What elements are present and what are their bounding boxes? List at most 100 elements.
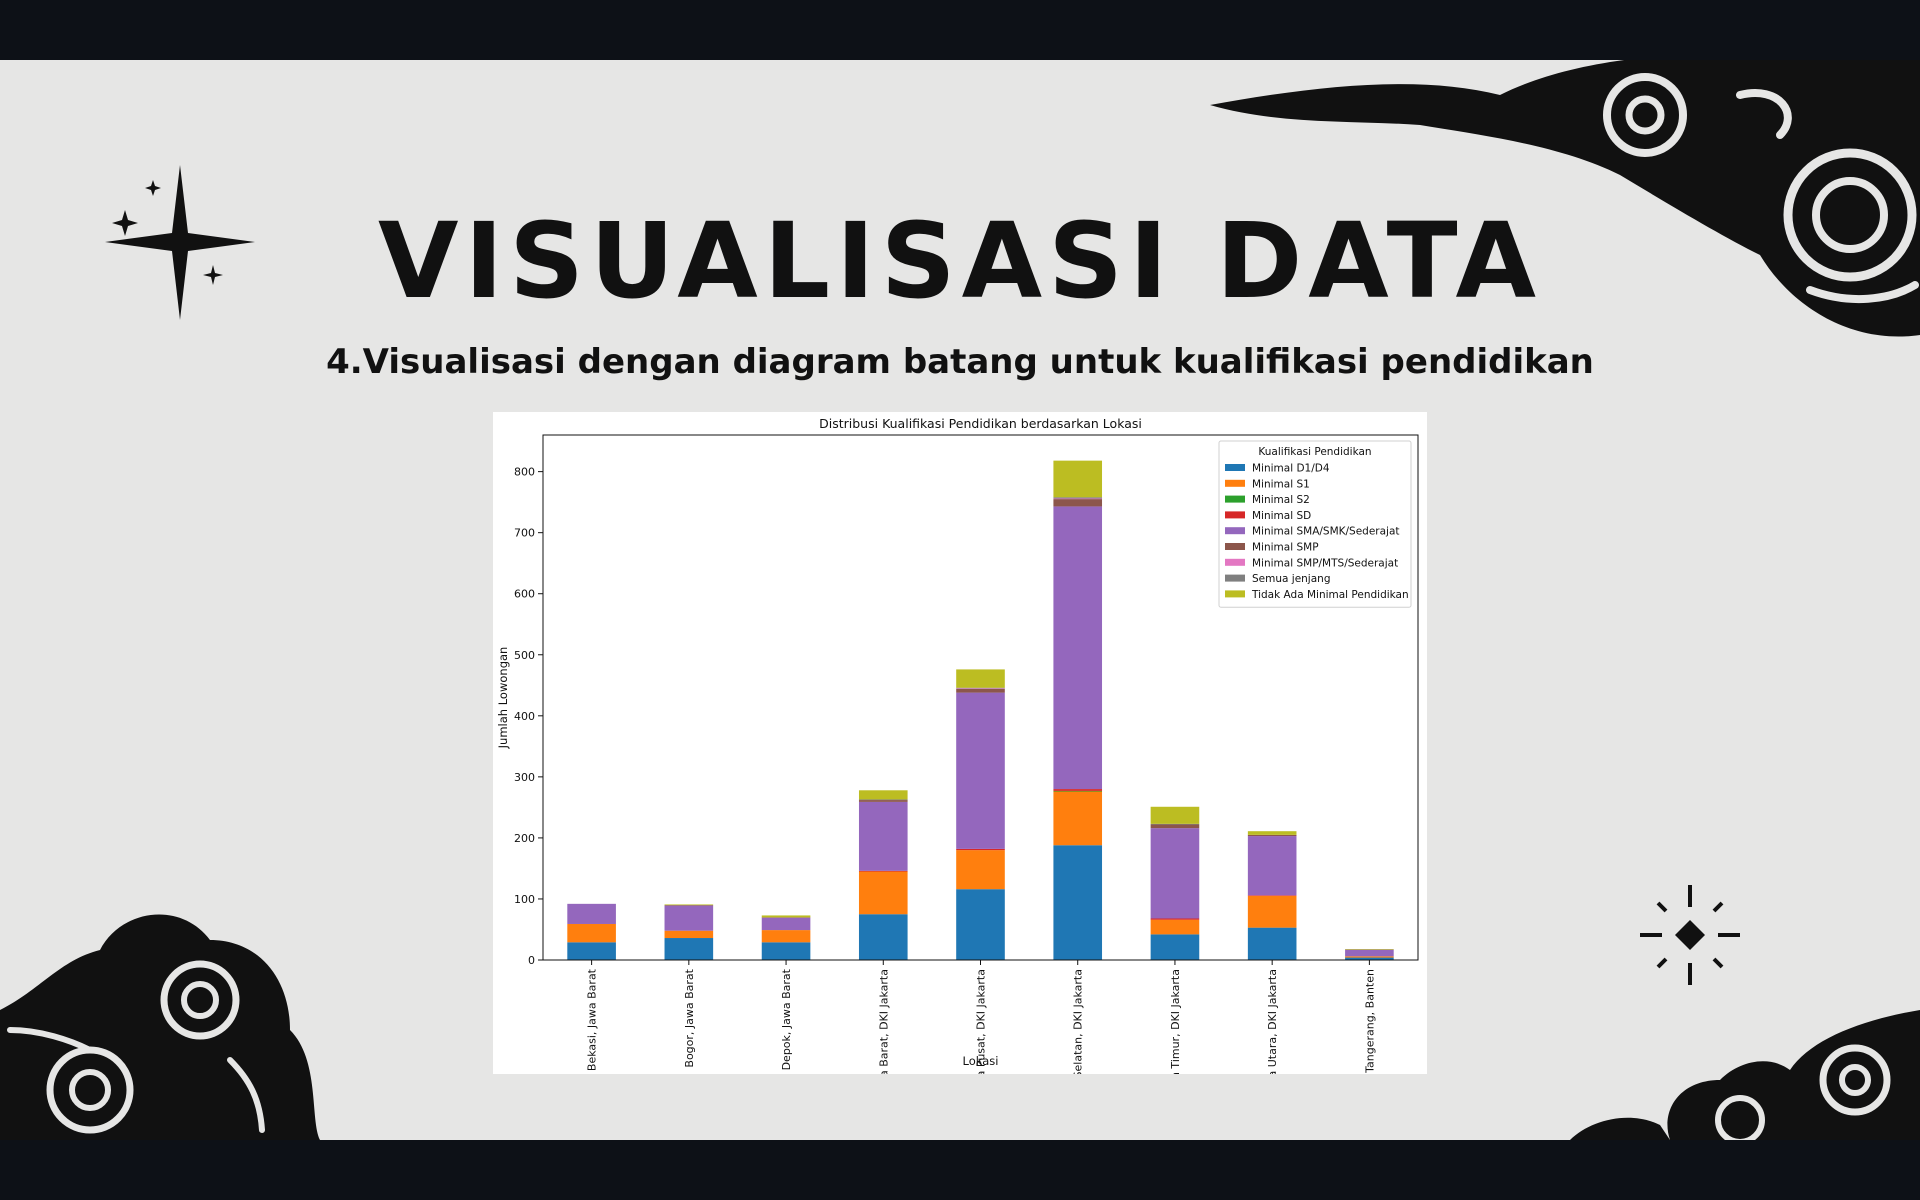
bar-segment: [1150, 919, 1200, 935]
y-tick-label: 300: [514, 771, 535, 784]
bar-segment: [1247, 834, 1297, 837]
bar-segment: [858, 914, 908, 960]
legend-item: Minimal D1/D4: [1252, 463, 1330, 475]
y-tick-label: 800: [514, 466, 535, 479]
legend-item: Minimal S2: [1252, 494, 1310, 506]
slide: VISUALISASI DATA 4.Visualisasi dengan di…: [0, 60, 1920, 1140]
legend-swatch: [1225, 464, 1245, 471]
bar-segment: [1053, 845, 1103, 960]
bar-segment: [1345, 957, 1394, 960]
bar-segment: [1053, 506, 1103, 790]
legend-item: Minimal SD: [1252, 510, 1311, 522]
bar-segment: [956, 669, 1005, 688]
sparkle-burst-icon: [1640, 885, 1740, 985]
cloud-bottom-right-decoration: [1570, 1010, 1920, 1140]
bar-segment: [1053, 789, 1103, 791]
bar-segment: [1247, 895, 1297, 928]
x-tick-label: Jakarta Timur, DKI Jakarta: [1169, 969, 1182, 1074]
legend-swatch: [1225, 543, 1245, 550]
bar-segment: [1150, 823, 1200, 825]
bar-segment: [858, 800, 908, 802]
bar-segment: [1150, 828, 1200, 919]
y-axis-label: Jumlah Lowongan: [496, 647, 510, 750]
legend-item: Minimal S1: [1252, 478, 1310, 490]
sparkle-icon: [105, 165, 255, 320]
legend-item: Tidak Ada Minimal Pendidikan: [1251, 589, 1409, 601]
bar-segment: [858, 799, 908, 801]
bar-segment: [858, 801, 908, 871]
bar-segment: [1053, 791, 1103, 846]
bar-segment: [664, 938, 714, 960]
bar-segment: [664, 905, 714, 906]
stacked-bar-chart: Distribusi Kualifikasi Pendidikan berdas…: [496, 416, 1419, 1121]
bar-segment: [664, 904, 714, 906]
bar-segment: [1345, 949, 1394, 950]
legend-swatch: [1225, 527, 1245, 535]
y-tick-label: 200: [514, 832, 535, 845]
bar-segment: [1053, 498, 1103, 500]
x-tick-label: Jakarta Utara, DKI Jakarta: [1266, 969, 1279, 1074]
legend-title: Kualifikasi Pendidikan: [1258, 446, 1371, 458]
bar-segment: [1247, 836, 1297, 896]
legend-item: Minimal SMP/MTS/Sederajat: [1252, 557, 1398, 569]
bar-segment: [1345, 956, 1394, 958]
chart-card: Distribusi Kualifikasi Pendidikan berdas…: [493, 412, 1427, 1121]
legend-swatch: [1225, 495, 1245, 503]
bar-segment: [1247, 927, 1297, 960]
legend-swatch: [1225, 511, 1245, 519]
y-tick-label: 0: [528, 954, 535, 967]
x-tick-label: Jakarta Selatan, DKI Jakarta: [1072, 969, 1085, 1074]
x-axis-label: Lokasi: [963, 1054, 999, 1068]
page-subtitle: 4.Visualisasi dengan diagram batang untu…: [326, 342, 1594, 382]
bar-segment: [567, 942, 616, 960]
bar-segment: [1053, 790, 1103, 792]
legend-item: Minimal SMP: [1252, 542, 1319, 554]
bar-segment: [664, 930, 714, 939]
bar-segment: [761, 915, 811, 918]
y-tick-label: 400: [514, 710, 535, 723]
legend-item: Minimal SMA/SMK/Sederajat: [1252, 526, 1400, 538]
x-tick-label: Jakarta Barat, DKI Jakarta: [877, 969, 890, 1074]
x-tick-label: Bekasi, Jawa Barat: [586, 968, 599, 1071]
bar-segment: [956, 692, 1005, 849]
chart-title: Distribusi Kualifikasi Pendidikan berdas…: [819, 416, 1142, 431]
legend-swatch: [1225, 479, 1245, 487]
bar-segment: [761, 930, 811, 943]
y-tick-label: 700: [514, 527, 535, 540]
legend-swatch: [1225, 574, 1245, 582]
x-tick-label: Bogor, Jawa Barat: [683, 968, 696, 1067]
y-tick-label: 100: [514, 893, 535, 906]
bar-segment: [1150, 824, 1200, 829]
bar-segment: [956, 687, 1005, 689]
bar-segment: [664, 905, 714, 931]
bar-segment: [956, 850, 1005, 890]
bar-segment: [567, 903, 616, 924]
bar-segment: [567, 923, 616, 943]
bar-segment: [1345, 949, 1394, 957]
legend-swatch: [1225, 590, 1245, 598]
bar-segment: [858, 870, 908, 872]
y-tick-label: 500: [514, 649, 535, 662]
bar-segment: [956, 889, 1005, 960]
legend-swatch: [1225, 558, 1245, 566]
bar-segment: [956, 688, 1005, 689]
bar-segment: [1247, 895, 1297, 896]
bar-segment: [858, 790, 908, 800]
legend-box: [1218, 440, 1412, 608]
bar-segment: [761, 917, 811, 918]
y-tick-label: 600: [514, 588, 535, 601]
cloud-top-right-decoration: [1210, 60, 1920, 337]
bar-segment: [1053, 497, 1103, 499]
plot-frame: [542, 434, 1419, 961]
bar-segment: [761, 917, 811, 931]
x-tick-label: Depok, Jawa Barat: [780, 968, 793, 1070]
bar-segment: [1053, 499, 1103, 507]
bar-segment: [1150, 934, 1200, 960]
page-title: VISUALISASI DATA: [377, 200, 1543, 322]
bar-segment: [956, 688, 1005, 693]
x-tick-label: Tangerang, Banten: [1363, 969, 1376, 1074]
bar-segment: [1150, 918, 1200, 920]
bar-segment: [1247, 831, 1297, 835]
bar-segment: [761, 942, 811, 960]
bar-segment: [858, 871, 908, 915]
